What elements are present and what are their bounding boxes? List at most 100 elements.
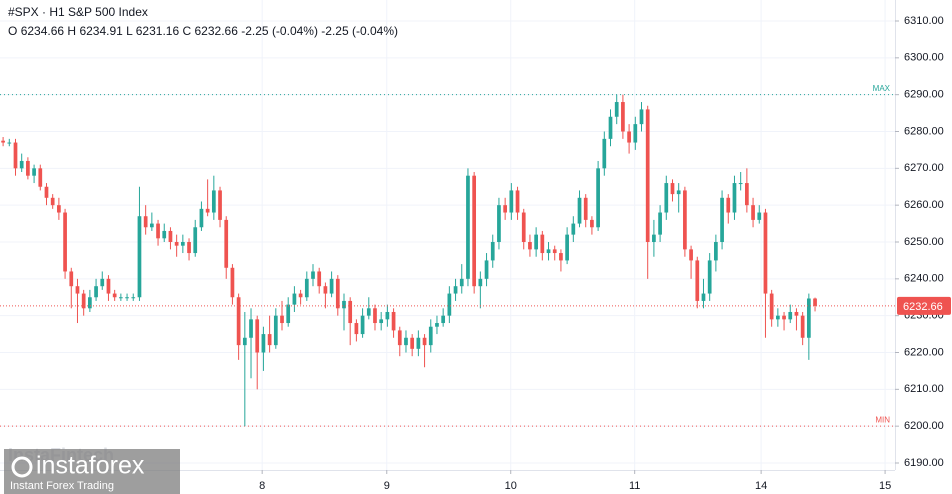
y-tick-label: 6190.00 bbox=[904, 457, 944, 469]
candle-body bbox=[242, 337, 247, 346]
candle-body bbox=[670, 183, 675, 195]
candle-body bbox=[503, 205, 508, 213]
candle-body bbox=[50, 197, 55, 206]
candle-body bbox=[32, 168, 36, 176]
y-tick-label: 6200.00 bbox=[904, 420, 944, 432]
candle-body bbox=[397, 330, 402, 346]
candle-body bbox=[528, 241, 532, 250]
candle-body bbox=[373, 308, 377, 324]
candle-body bbox=[416, 337, 421, 349]
watermark-tagline: Instant Forex Trading bbox=[10, 480, 114, 492]
candle-body bbox=[546, 249, 551, 254]
candle-body bbox=[645, 109, 650, 242]
watermark-logo bbox=[11, 456, 33, 478]
plot-area: MAX MIN bbox=[0, 84, 895, 427]
candle-body bbox=[81, 293, 86, 309]
candle-body bbox=[695, 260, 700, 301]
candle-body bbox=[360, 315, 365, 335]
candle-body bbox=[224, 219, 229, 268]
candle-body bbox=[385, 311, 390, 320]
candle-body bbox=[478, 278, 483, 287]
x-tick-label: 11 bbox=[629, 480, 640, 492]
candle-body bbox=[211, 190, 216, 213]
y-tick-label: 6310.00 bbox=[904, 15, 944, 27]
candle-body bbox=[156, 223, 160, 239]
candle-body bbox=[69, 271, 74, 287]
candle-body bbox=[137, 216, 142, 298]
candle-body bbox=[583, 197, 588, 220]
candle-body bbox=[255, 319, 260, 353]
candle-body bbox=[596, 168, 600, 228]
y-tick-label: 6280.00 bbox=[904, 125, 944, 137]
candle-body bbox=[304, 278, 309, 298]
candle-body bbox=[608, 116, 613, 139]
candle-body bbox=[193, 227, 198, 254]
candle-body bbox=[664, 183, 669, 213]
ohlc-value: 6234.66 bbox=[21, 24, 65, 38]
candle-body bbox=[707, 260, 712, 294]
candle-body bbox=[602, 138, 607, 169]
change: -2.25 bbox=[321, 24, 349, 38]
candle-body bbox=[100, 278, 105, 287]
y-tick-label: 6240.00 bbox=[904, 273, 944, 285]
candle-body bbox=[168, 230, 173, 242]
candle-body bbox=[751, 205, 755, 220]
candle-body bbox=[354, 323, 359, 335]
candle-body bbox=[627, 131, 631, 143]
candle-body bbox=[323, 286, 328, 294]
candle-body bbox=[261, 334, 266, 353]
candle-body bbox=[590, 219, 594, 228]
watermark-brand: instaforex bbox=[36, 452, 145, 480]
candle-body bbox=[459, 278, 464, 287]
candle-body bbox=[63, 212, 67, 272]
candle-body bbox=[311, 271, 315, 279]
candle-body bbox=[813, 298, 817, 306]
y-tick-label: 6210.00 bbox=[904, 383, 944, 395]
candle-body bbox=[571, 223, 576, 235]
ohlc-label: C bbox=[182, 24, 191, 38]
y-tick-label: 6270.00 bbox=[904, 162, 944, 174]
y-tick-label: 6220.00 bbox=[904, 346, 944, 358]
candle-body bbox=[335, 278, 340, 309]
ohlc-value: 6231.16 bbox=[136, 24, 180, 38]
candle-body bbox=[249, 319, 253, 338]
candle-body bbox=[453, 286, 458, 294]
candle-body bbox=[782, 315, 786, 320]
candle-body bbox=[236, 297, 241, 346]
candle-body bbox=[366, 308, 371, 316]
candle-body bbox=[38, 168, 43, 187]
y-tick-label: 6260.00 bbox=[904, 199, 944, 211]
candle-body bbox=[286, 304, 291, 324]
candle-body bbox=[509, 190, 514, 213]
candle-body bbox=[391, 311, 396, 331]
ohlc-label: L bbox=[126, 24, 133, 38]
candle-body bbox=[676, 190, 681, 195]
candle-body bbox=[174, 241, 179, 246]
candle-body bbox=[1, 140, 5, 143]
candle-body bbox=[738, 183, 743, 185]
candle-body bbox=[149, 223, 154, 228]
candle-body bbox=[652, 234, 656, 242]
candle-body bbox=[112, 293, 117, 298]
ohlc-label: O bbox=[8, 24, 17, 38]
candle-body bbox=[472, 175, 477, 287]
candle-body bbox=[466, 175, 470, 279]
candle-body bbox=[19, 160, 24, 169]
candle-body bbox=[317, 271, 322, 287]
candle-body bbox=[180, 241, 185, 246]
candle-body bbox=[621, 102, 625, 132]
candle-body bbox=[292, 293, 297, 305]
candle-body bbox=[763, 212, 768, 294]
candle-body bbox=[689, 249, 693, 261]
candle-body bbox=[441, 315, 446, 324]
candle-body bbox=[559, 253, 563, 261]
candle-body bbox=[379, 319, 384, 324]
candle-body bbox=[199, 208, 204, 228]
candle-body bbox=[329, 278, 334, 294]
candle-body bbox=[218, 190, 222, 220]
candle-body bbox=[404, 337, 408, 346]
candle-body bbox=[534, 234, 538, 250]
legend: #SPX · H1 S&P 500 Index O 6234.66 H 6234… bbox=[8, 5, 398, 38]
candle-body bbox=[614, 102, 619, 117]
candle-body bbox=[806, 298, 811, 338]
